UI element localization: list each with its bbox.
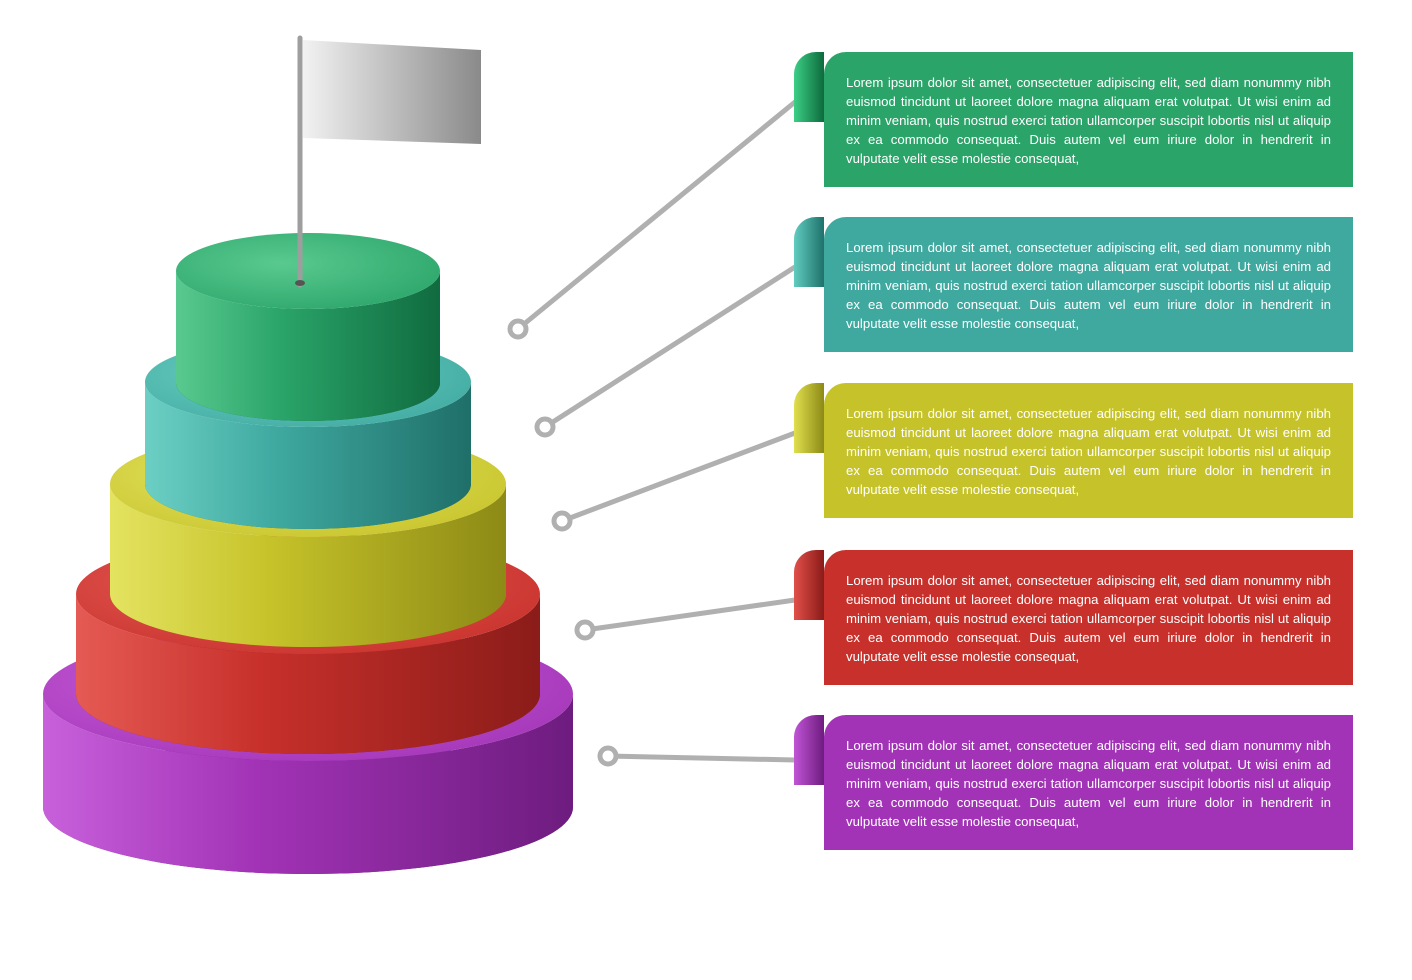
callout-green: Lorem ipsum dolor sit amet, consectetuer… [824, 52, 1353, 187]
connector-dot-green [510, 321, 526, 337]
connector-dot-teal [537, 419, 553, 435]
callout-tab-teal [794, 217, 824, 287]
connector-olive [562, 433, 795, 521]
callout-text-purple: Lorem ipsum dolor sit amet, consectetuer… [846, 736, 1331, 832]
callout-text-green: Lorem ipsum dolor sit amet, consectetuer… [846, 73, 1331, 169]
callout-text-red: Lorem ipsum dolor sit amet, consectetuer… [846, 571, 1331, 667]
callout-purple: Lorem ipsum dolor sit amet, consectetuer… [824, 715, 1353, 850]
connector-dot-red [577, 622, 593, 638]
connector-dot-olive [554, 513, 570, 529]
connectors [510, 102, 795, 764]
callout-tab-olive [794, 383, 824, 453]
pyramid-tower [43, 38, 573, 874]
callout-tab-red [794, 550, 824, 620]
callout-red: Lorem ipsum dolor sit amet, consectetuer… [824, 550, 1353, 685]
callout-text-teal: Lorem ipsum dolor sit amet, consectetuer… [846, 238, 1331, 334]
callout-olive: Lorem ipsum dolor sit amet, consectetuer… [824, 383, 1353, 518]
callout-tab-purple [794, 715, 824, 785]
callout-tab-green [794, 52, 824, 122]
connector-teal [545, 267, 795, 427]
layer-green [176, 233, 440, 421]
connector-purple [608, 756, 795, 760]
callout-teal: Lorem ipsum dolor sit amet, consectetuer… [824, 217, 1353, 352]
connector-red [585, 600, 795, 630]
connector-dot-purple [600, 748, 616, 764]
callout-text-olive: Lorem ipsum dolor sit amet, consectetuer… [846, 404, 1331, 500]
